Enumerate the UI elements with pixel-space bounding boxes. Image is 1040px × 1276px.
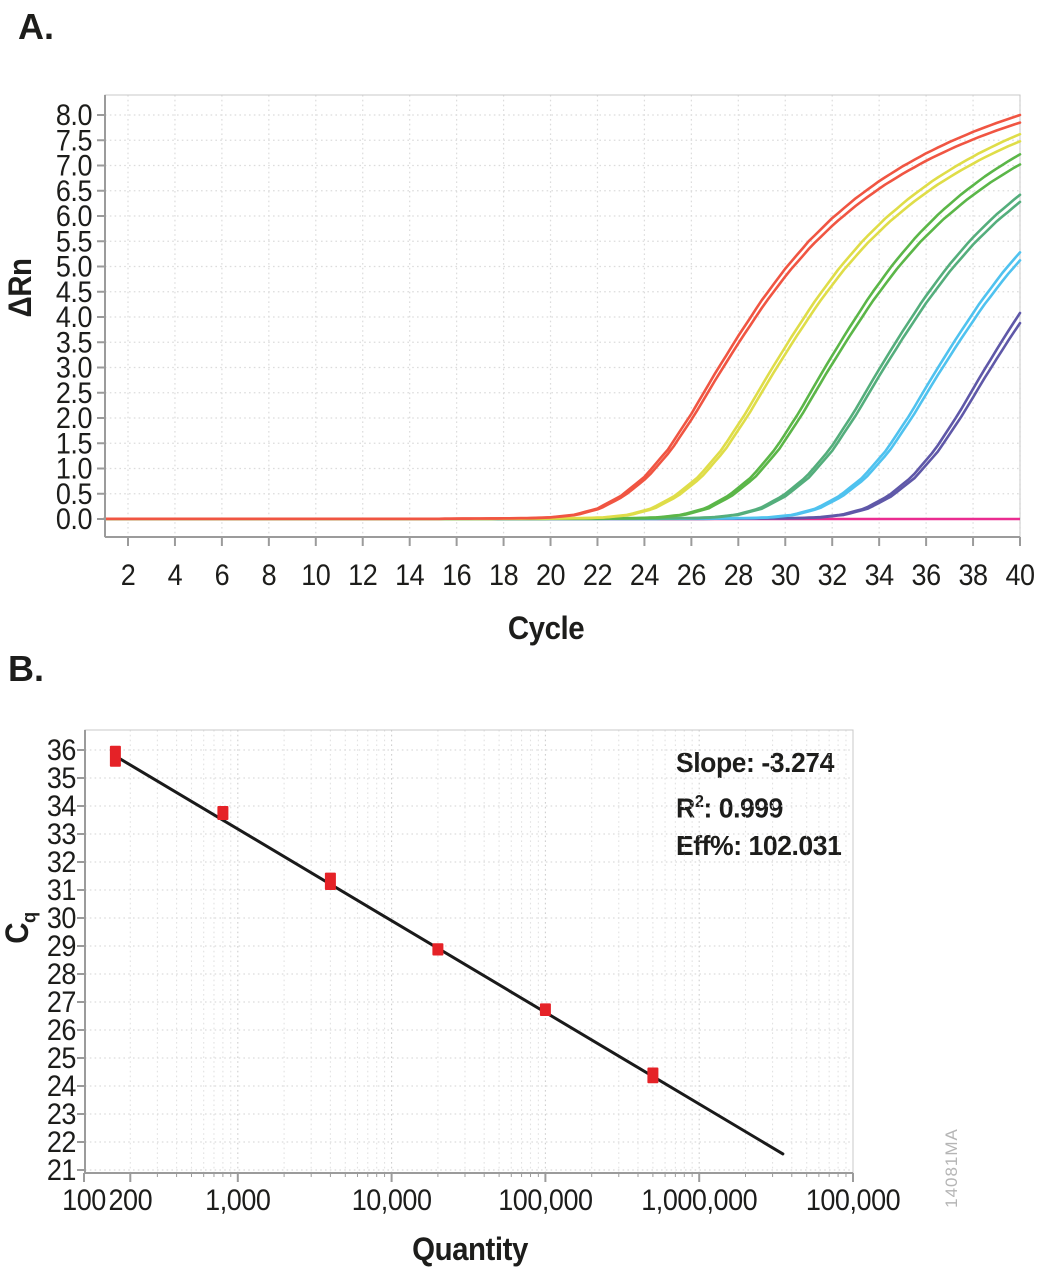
amplification-curve-dilution-5-800-copies-rep2	[103, 259, 1022, 521]
plot-a-y-tick-label: 3.5	[56, 326, 92, 360]
amplification-curve-dilution-5-800-copies-rep1	[103, 251, 1022, 521]
plot-a-grid	[105, 95, 1021, 537]
plot-a-x-tick-label: 4	[168, 559, 183, 593]
plot-a-y-tick-label: 7.0	[56, 149, 92, 183]
plot-a-y-tick-label: 1.5	[56, 427, 92, 461]
plot-a-y-tick-label: 7.5	[56, 124, 92, 158]
plot-b-y-tick-label: 22	[47, 1126, 76, 1160]
plot-b-y-tick-label: 36	[47, 734, 76, 768]
plot-a-y-tick-label: 0.5	[56, 477, 92, 511]
plot-a-x-tick-label: 32	[818, 559, 847, 593]
plot-b-axes	[77, 730, 854, 1182]
plot-b-y-tick-label: 29	[47, 930, 76, 964]
fit-statistics: Slope: -3.274 R2: 0.999 Eff%: 102.031	[676, 744, 842, 865]
plot-b-y-tick-label: 24	[47, 1070, 77, 1104]
plot-a-y-tick-label: 4.5	[56, 275, 92, 309]
standard-points	[109, 745, 659, 1084]
plot-a-x-tick-label: 36	[912, 559, 941, 593]
plot-b-y-tick-label: 23	[47, 1098, 76, 1132]
amplification-plot: 0.00.51.01.52.02.53.03.54.04.55.05.56.06…	[56, 94, 1035, 593]
plot-b-y-tick-label: 35	[47, 762, 76, 796]
plot-b-x-tick-label: 100,000	[806, 1184, 900, 1218]
amplification-curves	[103, 113, 1022, 521]
plot-b-grid	[85, 730, 853, 1173]
plot-a-x-tick-label: 10	[301, 559, 330, 593]
plot-a-x-tick-label: 28	[724, 559, 753, 593]
amplification-curve-dilution-4-4000-copies-rep1	[103, 193, 1022, 521]
standard-point	[647, 1067, 659, 1084]
standard-point	[324, 872, 336, 890]
plot-b-y-tick-label: 27	[47, 986, 76, 1020]
panel-b-x-axis-title: Quantity	[412, 1231, 528, 1267]
amplification-curve-dilution-6-160-copies-rep2	[103, 321, 1022, 521]
plot-a-y-tick-label: 1.0	[56, 452, 92, 486]
slope-stat: Slope: -3.274	[676, 747, 834, 778]
amplification-curve-dilution-1-500000-copies-rep2	[103, 121, 1022, 521]
plot-a-y-tick-label: 3.0	[56, 351, 92, 385]
standard-point	[217, 806, 229, 820]
panel-a-label: A.	[18, 6, 54, 47]
plot-b-y-tick-label: 21	[47, 1154, 76, 1188]
plot-b-y-tick-label: 32	[47, 846, 76, 880]
plot-a-x-tick-label: 20	[536, 559, 565, 593]
plot-a-y-tick-label: 2.0	[56, 402, 92, 436]
plot-b-y-tick-label: 28	[47, 958, 76, 992]
plot-a-x-tick-label: 38	[958, 559, 987, 593]
plot-a-y-tick-label: 2.5	[56, 376, 92, 410]
plot-a-x-tick-label: 34	[865, 559, 895, 593]
plot-a-x-tick-label: 30	[771, 559, 800, 593]
plot-b-border	[84, 729, 854, 1174]
standard-point	[539, 1003, 551, 1016]
plot-a-y-tick-label: 0.0	[56, 503, 92, 537]
standard-point	[109, 745, 121, 767]
panel-a-x-axis-title: Cycle	[507, 610, 585, 646]
plot-b-y-tick-label: 31	[47, 874, 76, 908]
plot-b-x-tick-label: 100	[62, 1184, 106, 1218]
plot-a-border	[104, 94, 1021, 538]
regression-line	[113, 754, 785, 1156]
plot-a-axes	[97, 95, 1021, 546]
plot-b-y-tick-label: 30	[47, 902, 76, 936]
plot-a-x-tick-label: 2	[121, 559, 136, 593]
plot-b-x-tick-label: 1,000,000	[641, 1184, 757, 1218]
plot-a-x-tick-label: 24	[630, 559, 660, 593]
plot-b-x-tick-label: 200	[108, 1184, 152, 1218]
plot-a-y-tick-label: 8.0	[56, 99, 92, 133]
plot-a-y-tick-label: 6.0	[56, 200, 92, 234]
plot-b-y-tick-label: 25	[47, 1042, 76, 1076]
plot-a-y-tick-label: 5.5	[56, 225, 92, 259]
plot-b-x-tick-label: 1,000	[205, 1184, 270, 1218]
plot-a-y-tick-label: 4.0	[56, 301, 92, 335]
amplification-curve-dilution-3-20000-copies-rep1	[103, 153, 1022, 521]
amplification-curve-dilution-2-100000-copies-rep2	[103, 140, 1022, 521]
plot-b-y-tick-label: 33	[47, 818, 76, 852]
plot-b-y-tick-label: 26	[47, 1014, 76, 1048]
plot-a-x-tick-label: 16	[442, 559, 471, 593]
plot-b-y-tick-label: 34	[47, 790, 77, 824]
plot-b-x-tick-label: 10,000	[352, 1184, 432, 1218]
plot-b-x-tick-label: 100,000	[498, 1184, 592, 1218]
plot-a-x-tick-label: 18	[489, 559, 518, 593]
amplification-curve-dilution-4-4000-copies-rep2	[103, 200, 1022, 521]
amplification-curve-dilution-6-160-copies-rep1	[103, 311, 1022, 521]
r-squared-stat: R2: 0.999	[676, 791, 783, 824]
plot-a-y-tick-label: 5.0	[56, 250, 92, 284]
plot-a-x-tick-label: 6	[215, 559, 230, 593]
plot-a-x-tick-label: 12	[348, 559, 377, 593]
plot-a-x-tick-label: 22	[583, 559, 612, 593]
standard-point	[432, 943, 444, 956]
plot-a-x-tick-label: 8	[262, 559, 277, 593]
plot-a-x-tick-label: 14	[395, 559, 425, 593]
amplification-curve-dilution-2-100000-copies-rep1	[103, 132, 1022, 521]
plot-a-x-tick-label: 40	[1005, 559, 1034, 593]
efficiency-stat: Eff%: 102.031	[676, 830, 842, 862]
plot-a-x-tick-label: 26	[677, 559, 706, 593]
panel-b-label: B.	[8, 648, 44, 689]
plot-a-y-tick-label: 6.5	[56, 174, 92, 208]
